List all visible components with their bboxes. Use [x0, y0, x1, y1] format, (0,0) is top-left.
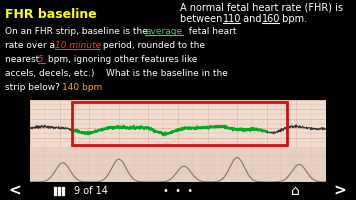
Text: average: average	[145, 27, 182, 36]
Bar	[72, 102, 287, 145]
Text: bpm, ignoring other features like: bpm, ignoring other features like	[45, 55, 197, 64]
Text: fetal heart: fetal heart	[183, 27, 236, 36]
Text: 10 minute: 10 minute	[55, 41, 101, 50]
Text: >: >	[333, 184, 346, 198]
Text: FHR baseline: FHR baseline	[5, 8, 97, 21]
Text: period, rounded to the: period, rounded to the	[100, 41, 205, 50]
Text: 160: 160	[262, 14, 281, 24]
Text: between: between	[180, 14, 225, 24]
Text: ⌂: ⌂	[290, 184, 299, 198]
Text: strip below?: strip below?	[5, 83, 66, 92]
Text: and: and	[240, 14, 265, 24]
Text: 110: 110	[223, 14, 241, 24]
Text: rate over a: rate over a	[5, 41, 58, 50]
Text: On an FHR strip, baseline is the: On an FHR strip, baseline is the	[5, 27, 151, 36]
Text: bpm.: bpm.	[279, 14, 307, 24]
Text: •  •  •: • • •	[163, 186, 193, 196]
Text: 9 of 14: 9 of 14	[74, 186, 108, 196]
Text: 140 bpm: 140 bpm	[62, 83, 102, 92]
Text: 5: 5	[38, 55, 44, 64]
Text: <: <	[8, 184, 21, 198]
Text: accels, decels, etc.)    What is the baseline in the: accels, decels, etc.) What is the baseli…	[5, 69, 228, 78]
Text: nearest: nearest	[5, 55, 42, 64]
Text: A normal fetal heart rate (FHR) is: A normal fetal heart rate (FHR) is	[180, 3, 343, 13]
